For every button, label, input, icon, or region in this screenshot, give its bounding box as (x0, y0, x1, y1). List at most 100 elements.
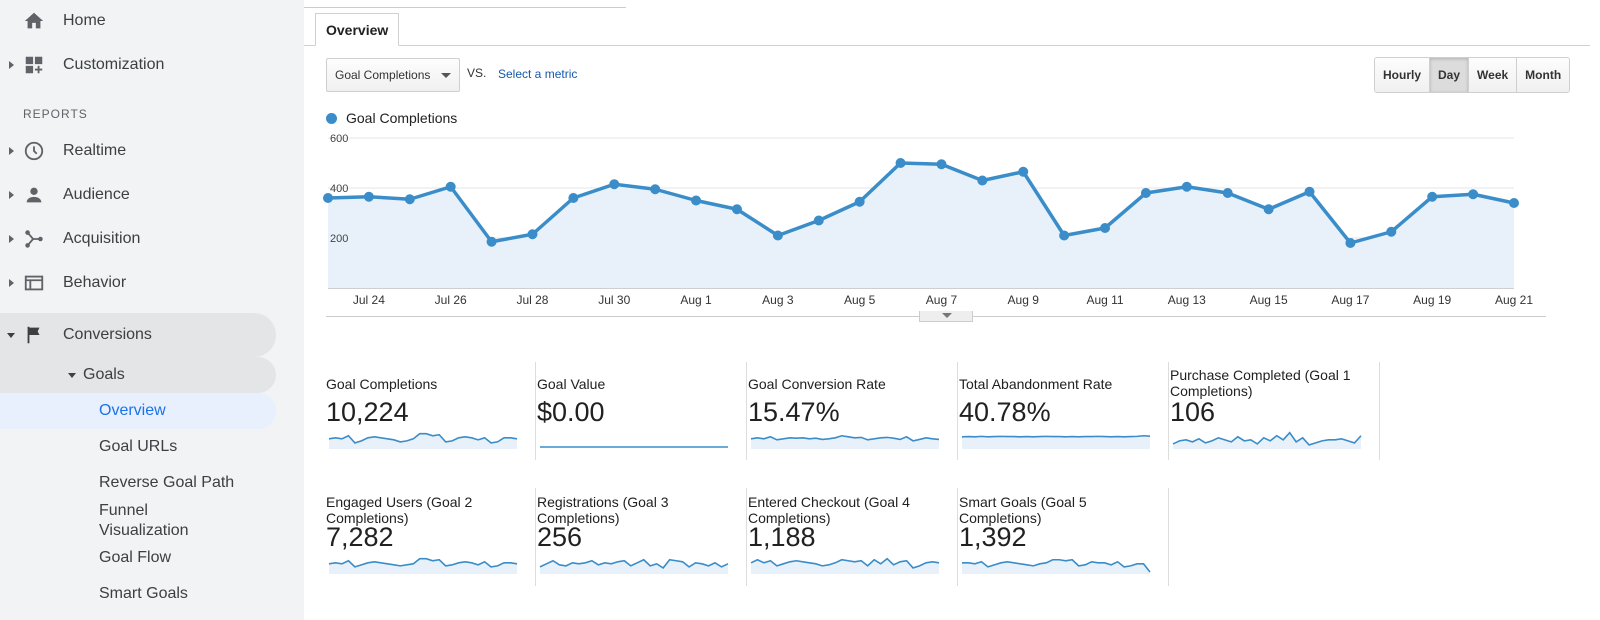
data-point[interactable] (1304, 186, 1315, 197)
data-point[interactable] (363, 191, 374, 202)
data-point[interactable] (813, 215, 824, 226)
sparkline-line (1172, 431, 1362, 446)
data-point[interactable] (1222, 188, 1233, 198)
x-tick-label: Aug 21 (1495, 293, 1533, 307)
data-point[interactable] (1345, 238, 1356, 248)
data-point[interactable] (731, 204, 742, 215)
x-tick-label: Jul 28 (516, 293, 548, 307)
scorecard-value: 40.78% (959, 397, 1051, 427)
data-point[interactable] (1140, 188, 1151, 198)
reports-section-header: REPORTS (23, 107, 88, 121)
chart-legend[interactable]: Goal Completions (326, 110, 457, 126)
scorecard[interactable]: Engaged Users (Goal 2 Completions) 7,282 (326, 488, 536, 586)
scorecard-sparkline (1172, 431, 1362, 449)
legend-label: Goal Completions (346, 110, 458, 126)
data-point[interactable] (691, 195, 702, 206)
data-point[interactable] (772, 230, 783, 241)
data-point[interactable] (1018, 166, 1029, 177)
scorecard-title: Entered Checkout (Goal 4 Completions) (748, 494, 910, 526)
chevron-down-icon (6, 330, 16, 340)
select-metric-link[interactable]: Select a metric (498, 67, 578, 81)
behavior-icon (24, 275, 44, 291)
data-point[interactable] (895, 158, 906, 168)
scorecard-value: $0.00 (537, 397, 605, 427)
sidebar-item-label: Home (63, 12, 106, 29)
scorecard-title: Total Abandonment Rate (959, 376, 1113, 392)
sidebar-item-smart-goals[interactable]: Smart Goals (99, 585, 188, 602)
scorecard[interactable]: Registrations (Goal 3 Completions) 256 (537, 488, 747, 586)
scorecard-value: 106 (1170, 397, 1216, 427)
chevron-down-icon (68, 372, 76, 378)
metric-select-value: Goal Completions (335, 68, 431, 82)
conversions-flag-icon (27, 326, 40, 344)
metric-select[interactable]: Goal Completions (326, 58, 460, 92)
scorecard-sparkline (750, 434, 940, 449)
scorecard-value: 1,392 (959, 522, 1027, 552)
line-chart: 600 400 200 Jul 24 Jul 26 Jul 28 Jul 30 Aug 1 Au… (323, 133, 1533, 307)
data-point[interactable] (1386, 226, 1397, 237)
data-point[interactable] (568, 193, 579, 203)
data-point[interactable] (936, 159, 947, 170)
scorecard[interactable]: Entered Checkout (Goal 4 Completions) 1,1… (748, 488, 958, 586)
x-tick-label: Aug 17 (1331, 293, 1369, 307)
month-button[interactable]: Month (1516, 58, 1570, 92)
data-point[interactable] (1181, 181, 1192, 192)
data-point[interactable] (445, 181, 456, 192)
data-point[interactable] (404, 194, 415, 205)
data-point[interactable] (1059, 230, 1070, 241)
sparkline-line (961, 434, 1151, 438)
scorecard[interactable]: Purchase Completed (Goal 1 Completions) 1… (1170, 362, 1380, 460)
scorecard-title: Goal Conversion Rate (748, 376, 886, 392)
scorecard-value: 15.47% (748, 397, 840, 427)
data-point[interactable] (1468, 189, 1479, 200)
data-point[interactable] (527, 229, 538, 240)
data-point[interactable] (650, 184, 661, 195)
chart-collapse-handle[interactable] (919, 311, 973, 322)
data-point[interactable] (609, 179, 620, 190)
tab-bar-divider (304, 45, 1590, 46)
sidebar-item-funnel-visualization[interactable]: Funnel Visualization (99, 502, 189, 539)
customization-icon (25, 56, 43, 74)
sidebar-item-goal-flow[interactable]: Goal Flow (99, 549, 172, 566)
chevron-right-icon (6, 278, 16, 288)
goals-highlight (0, 357, 276, 393)
scorecard-sparkline (962, 558, 1151, 574)
dropdown-arrow-icon (441, 73, 451, 78)
week-button[interactable]: Week (1468, 58, 1517, 92)
tab-overview[interactable]: Overview (315, 13, 400, 46)
hourly-button[interactable]: Hourly (1375, 58, 1430, 92)
data-point[interactable] (977, 175, 988, 186)
data-point[interactable] (1100, 223, 1111, 233)
data-point[interactable] (1263, 204, 1274, 215)
scorecard[interactable]: Total Abandonment Rate 40.78% (959, 362, 1169, 460)
realtime-clock-icon (24, 141, 44, 161)
sidebar-item-goals-overview[interactable]: Overview (99, 402, 166, 419)
sparkline-area (751, 435, 939, 449)
data-point[interactable] (854, 196, 865, 207)
sidebar-item-reverse-goal-path[interactable]: Reverse Goal Path (99, 474, 235, 491)
sidebar-item-goal-urls[interactable]: Goal URLs (99, 438, 178, 455)
conversions-highlight (0, 313, 276, 357)
scorecard[interactable]: Goal Value $0.00 (537, 362, 747, 460)
chevron-right-icon (6, 146, 16, 156)
sidebar-item-label: Behavior (63, 274, 127, 291)
sparkline-line (750, 557, 940, 569)
scorecard[interactable]: Goal Conversion Rate 15.47% (748, 362, 958, 460)
data-point[interactable] (1427, 191, 1438, 202)
day-button[interactable]: Day (1429, 58, 1469, 92)
x-tick-label: Aug 19 (1413, 293, 1451, 307)
scorecard-value: 7,282 (326, 522, 394, 552)
data-point[interactable] (1509, 198, 1519, 208)
x-tick-label: Aug 1 (680, 293, 712, 307)
chevron-right-icon (6, 190, 16, 200)
granularity-toggle: Hourly Day Week Month (1374, 57, 1571, 93)
scorecard-title: Smart Goals (Goal 5 Completions) (959, 494, 1087, 526)
scorecard[interactable]: Goal Completions 10,224 (326, 362, 536, 460)
legend-dot-icon (326, 112, 337, 124)
sidebar: Home Customization REPORTS Realtime Audi… (0, 0, 304, 620)
scorecard[interactable]: Smart Goals (Goal 5 Completions) 1,392 (959, 488, 1169, 586)
data-point[interactable] (323, 193, 333, 203)
y-tick-label: 400 (330, 183, 348, 195)
data-point[interactable] (486, 236, 497, 247)
scorecard-sparkline (540, 446, 728, 448)
